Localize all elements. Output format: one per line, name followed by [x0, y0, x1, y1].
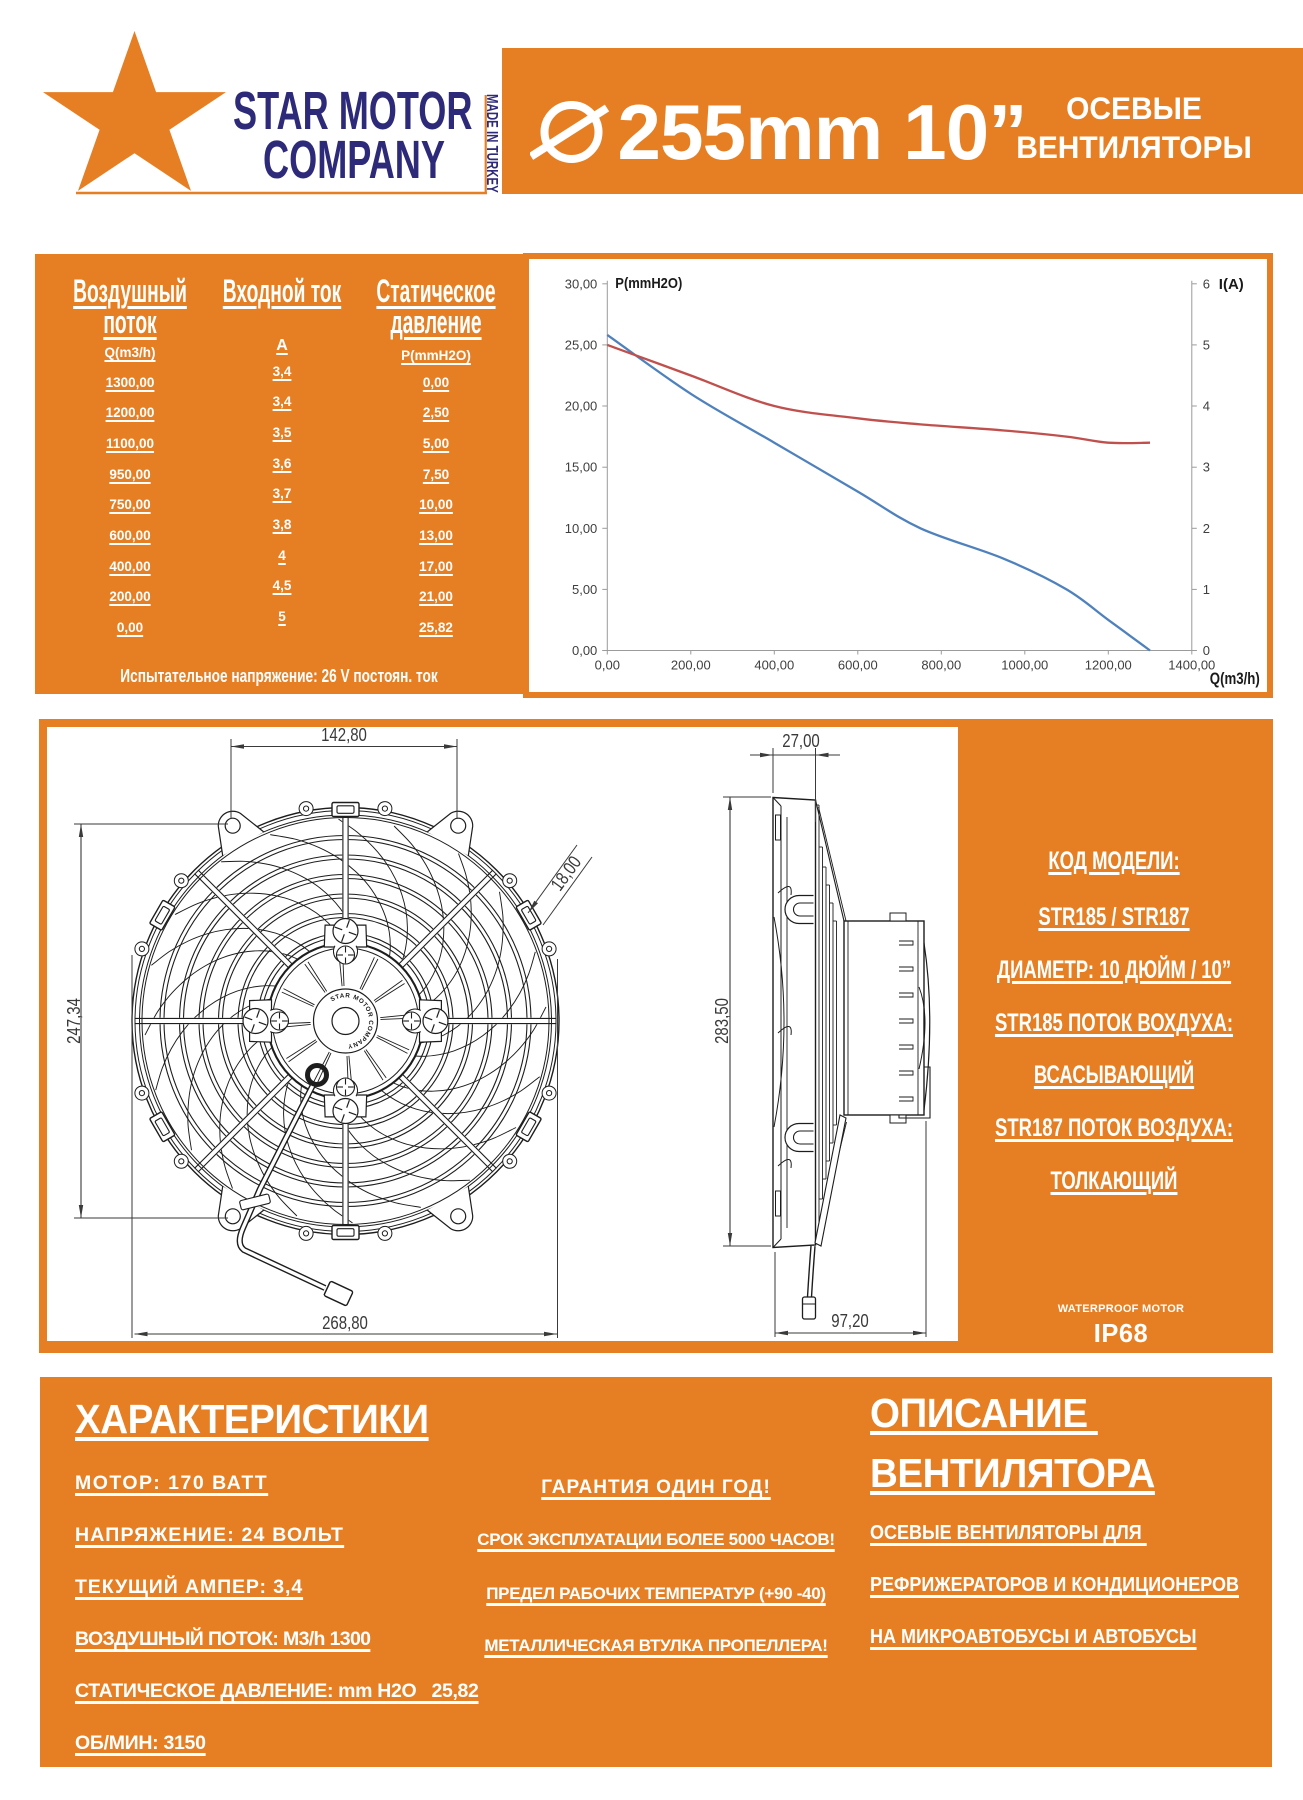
svg-text:1000,00: 1000,00 [1001, 658, 1048, 673]
svg-text:1: 1 [1202, 582, 1209, 597]
svg-text:18,00: 18,00 [546, 852, 585, 895]
svg-text:142,80: 142,80 [321, 727, 367, 745]
svg-text:5: 5 [1202, 337, 1209, 352]
svg-text:247,34: 247,34 [63, 998, 84, 1044]
svg-text:15,00: 15,00 [564, 460, 597, 475]
svg-text:2: 2 [1202, 521, 1209, 536]
svg-text:30,00: 30,00 [564, 276, 597, 291]
svg-text:0: 0 [1202, 643, 1209, 658]
svg-text:0,00: 0,00 [594, 658, 619, 673]
svg-text:1200,00: 1200,00 [1084, 658, 1131, 673]
svg-text:97,20: 97,20 [831, 1310, 869, 1331]
svg-text:5,00: 5,00 [571, 582, 596, 597]
svg-text:6: 6 [1202, 276, 1209, 291]
svg-text:P(mmH2O): P(mmH2O) [615, 275, 682, 292]
svg-text:400,00: 400,00 [754, 658, 794, 673]
svg-text:4: 4 [1202, 399, 1209, 414]
svg-text:268,80: 268,80 [322, 1312, 368, 1333]
svg-text:10,00: 10,00 [564, 521, 597, 536]
svg-text:27,00: 27,00 [782, 730, 820, 751]
svg-text:20,00: 20,00 [564, 399, 597, 414]
svg-text:25,00: 25,00 [564, 337, 597, 352]
svg-text:I(A): I(A) [1218, 276, 1243, 293]
svg-text:800,00: 800,00 [921, 658, 961, 673]
svg-text:1400,00: 1400,00 [1168, 658, 1215, 673]
svg-text:283,50: 283,50 [711, 998, 732, 1044]
svg-text:600,00: 600,00 [837, 658, 877, 673]
svg-text:3: 3 [1202, 460, 1209, 475]
svg-text:0,00: 0,00 [571, 643, 596, 658]
svg-text:200,00: 200,00 [670, 658, 710, 673]
svg-text:Q(m3/h): Q(m3/h) [1209, 670, 1259, 688]
